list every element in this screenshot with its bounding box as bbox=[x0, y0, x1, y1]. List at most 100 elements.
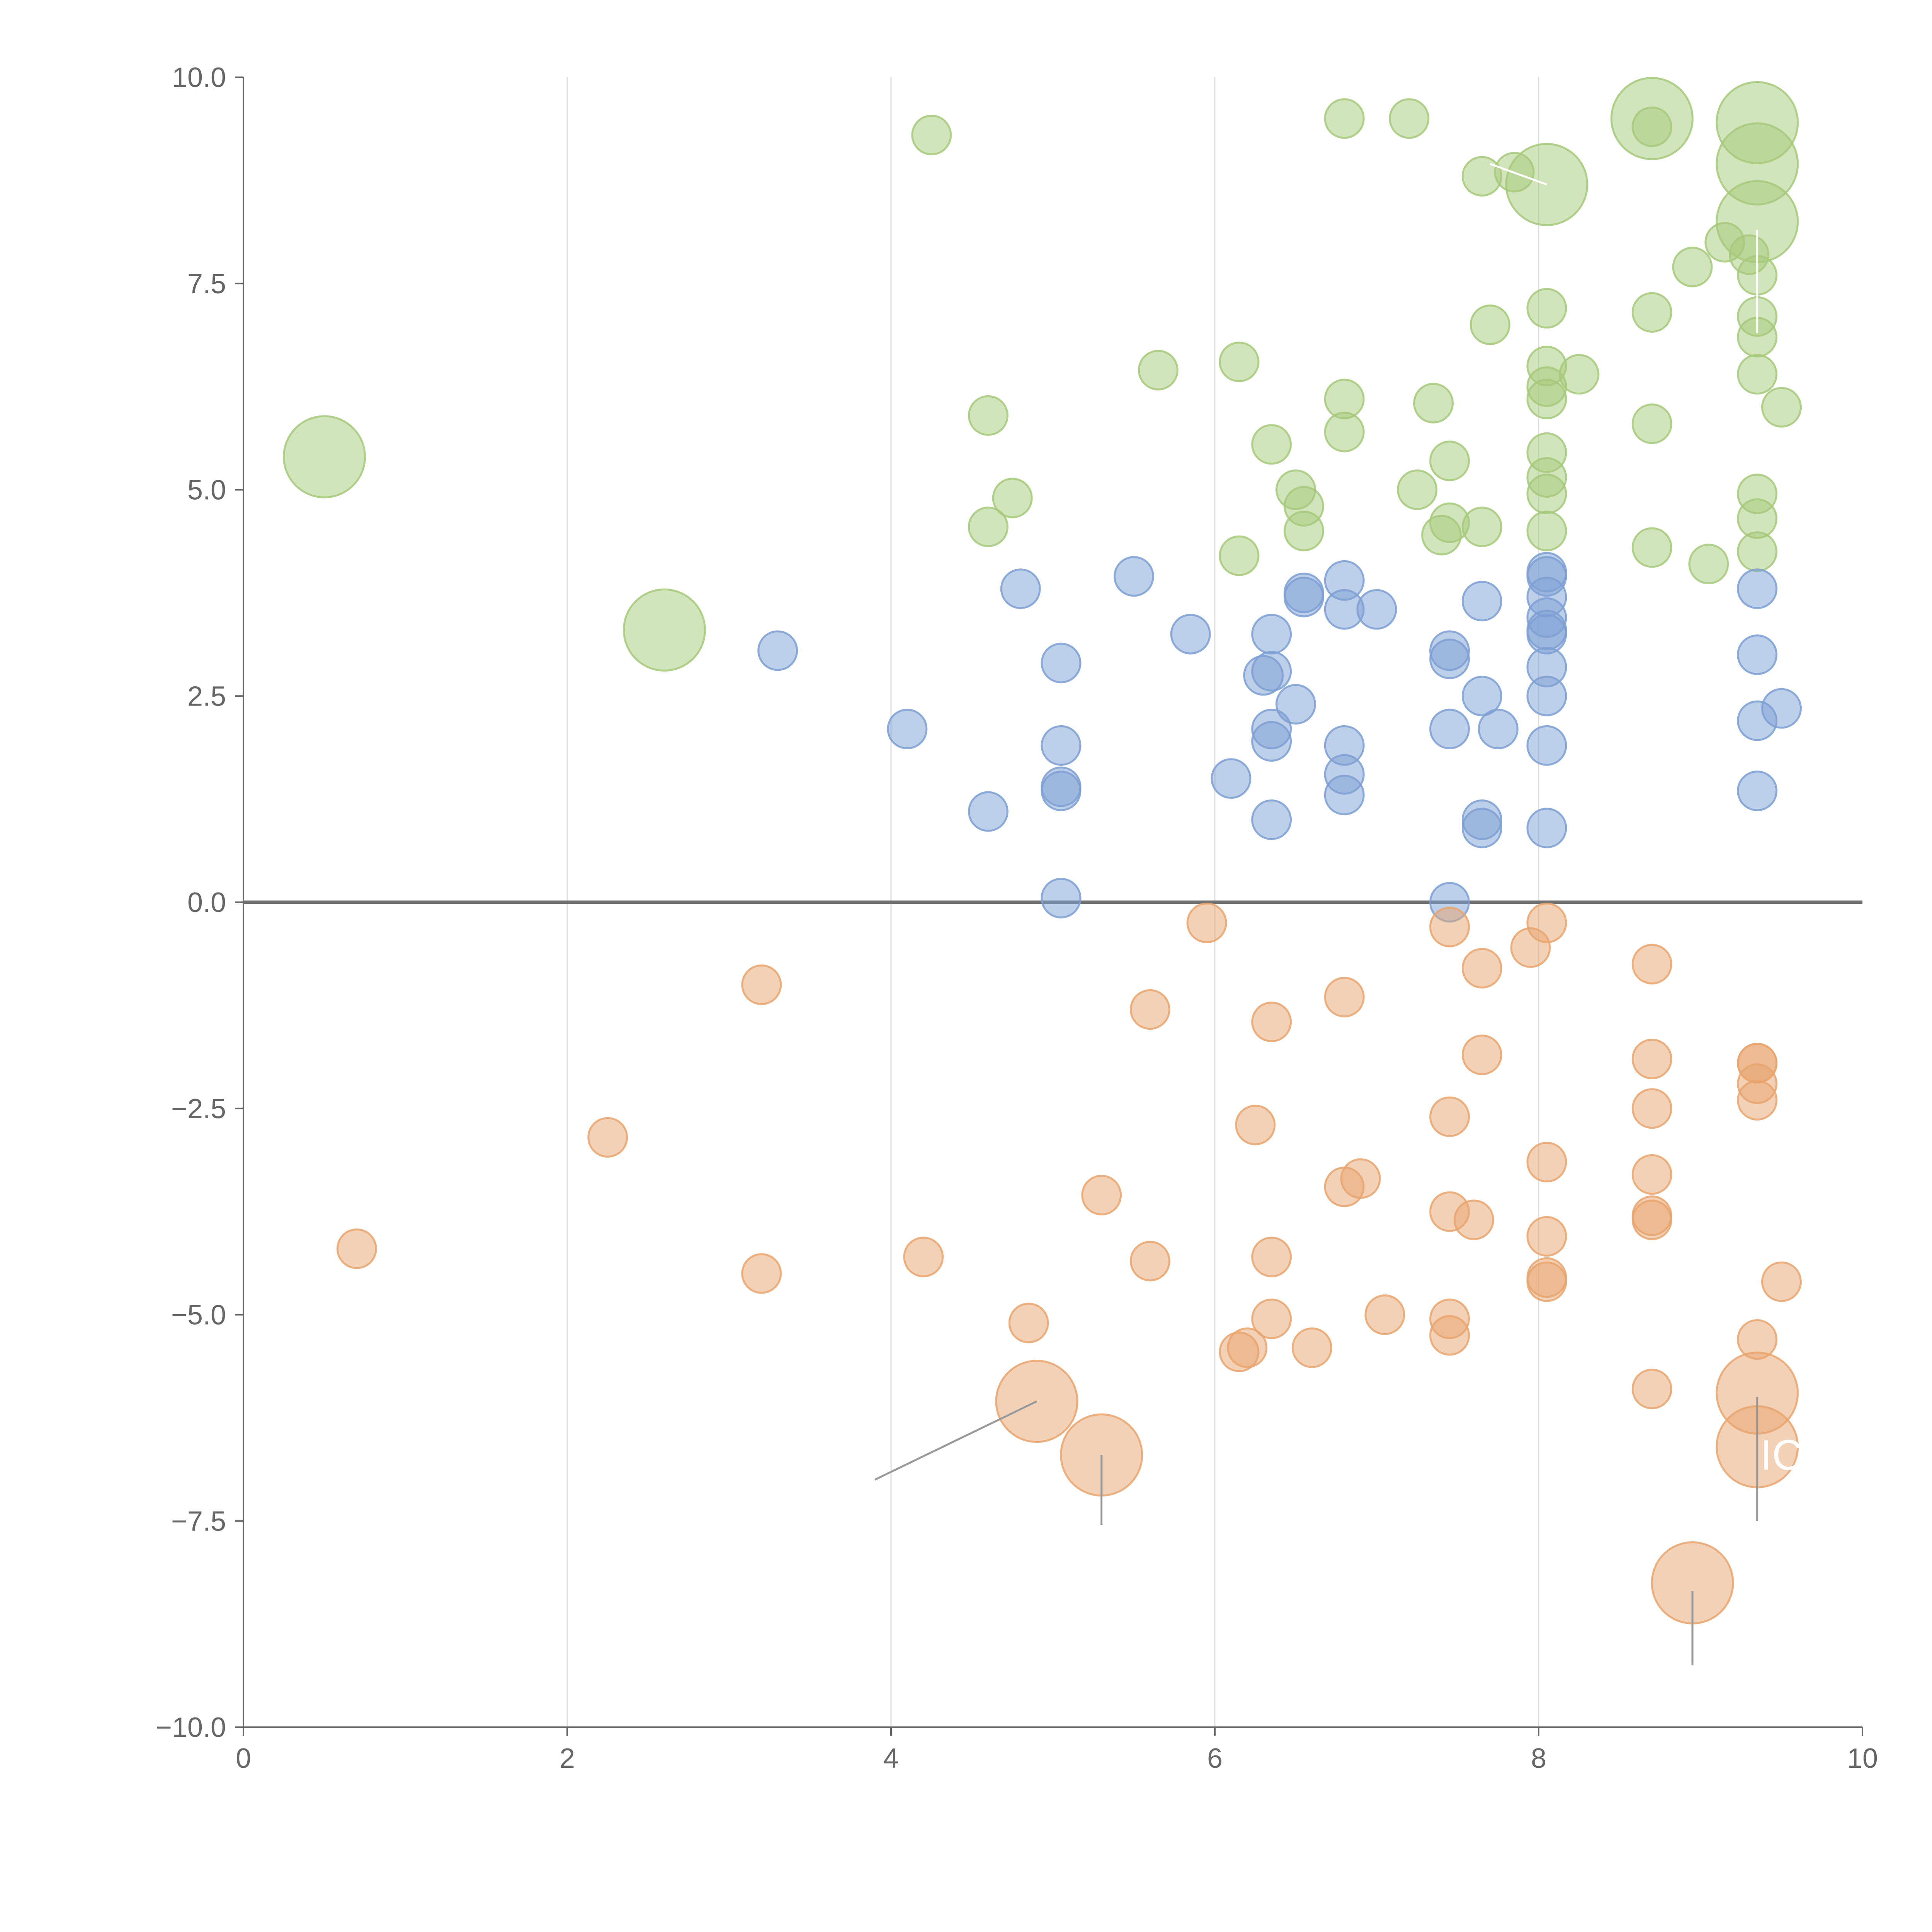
x-tick-label: 2 bbox=[560, 1743, 575, 1774]
x-tick-label: 0 bbox=[236, 1743, 251, 1774]
green-point bbox=[1505, 143, 1588, 226]
green-point bbox=[1324, 412, 1365, 452]
blue-point bbox=[1041, 725, 1082, 766]
orange-point bbox=[1340, 1158, 1381, 1199]
orange-point bbox=[1251, 1002, 1292, 1043]
green-point bbox=[1688, 544, 1729, 585]
orange-point bbox=[1461, 948, 1502, 989]
annotation-label: IC bbox=[1760, 1431, 1803, 1479]
green-point bbox=[1389, 98, 1430, 139]
orange-point bbox=[1631, 1369, 1672, 1410]
green-point bbox=[1526, 379, 1567, 420]
green-point bbox=[968, 395, 1009, 436]
blue-point bbox=[1429, 638, 1470, 679]
orange-point bbox=[1631, 944, 1672, 985]
orange-point bbox=[1364, 1294, 1405, 1335]
orange-point bbox=[587, 1117, 628, 1158]
green-point bbox=[1283, 510, 1324, 551]
blue-point bbox=[1737, 568, 1778, 609]
blue-point bbox=[757, 630, 798, 671]
green-point bbox=[1631, 292, 1672, 333]
green-point bbox=[968, 507, 1009, 548]
y-tick-label: −2.5 bbox=[171, 1094, 226, 1124]
blue-point bbox=[1324, 774, 1365, 815]
orange-point bbox=[1235, 1104, 1276, 1145]
orange-point bbox=[1526, 902, 1567, 943]
blue-point bbox=[887, 709, 928, 750]
y-tick-label: 10.0 bbox=[172, 62, 226, 93]
y-tick-label: −10.0 bbox=[156, 1712, 226, 1743]
orange-point bbox=[1129, 989, 1170, 1030]
orange-point bbox=[1737, 1080, 1778, 1121]
blue-point bbox=[1000, 568, 1041, 609]
green-point bbox=[622, 588, 706, 672]
orange-point bbox=[1186, 902, 1227, 943]
orange-point bbox=[1453, 1199, 1494, 1240]
y-tick-label: 0.0 bbox=[187, 887, 226, 918]
x-tick-label: 6 bbox=[1207, 1743, 1223, 1774]
green-point bbox=[1526, 288, 1567, 329]
annotation-leaders bbox=[874, 163, 1759, 1665]
leader-line bbox=[874, 1400, 1037, 1481]
green-point bbox=[1413, 383, 1454, 423]
orange-point bbox=[903, 1236, 944, 1277]
orange-point bbox=[1429, 906, 1470, 947]
orange-point bbox=[1526, 1261, 1567, 1302]
blue-point bbox=[1526, 675, 1567, 716]
green-point bbox=[1761, 387, 1802, 428]
orange-point bbox=[1129, 1241, 1170, 1282]
x-tick-label: 10 bbox=[1847, 1743, 1878, 1774]
blue-point bbox=[1041, 770, 1082, 811]
blue-point bbox=[1114, 556, 1154, 597]
green-point bbox=[1219, 535, 1260, 576]
orange-point bbox=[1008, 1303, 1049, 1344]
green-point bbox=[1526, 510, 1567, 551]
axes: 0 2 4 6 8 10 10.0 7.5 5.0 2.5 0.0 −2.5 −5.0 −7.5 −10.0 bbox=[156, 62, 1878, 1774]
green-point bbox=[1324, 98, 1365, 139]
orange-point bbox=[1631, 1154, 1672, 1195]
blue-point bbox=[1478, 709, 1519, 750]
orange-point bbox=[1291, 1327, 1332, 1368]
green-point bbox=[1219, 342, 1260, 383]
blue-point bbox=[1356, 589, 1397, 630]
orange-point bbox=[1761, 1261, 1802, 1302]
orange-point bbox=[1631, 1039, 1672, 1080]
green-point bbox=[992, 478, 1033, 519]
y-tick-label: 7.5 bbox=[187, 269, 226, 299]
blue-point bbox=[1737, 770, 1778, 811]
orange-point bbox=[1631, 1088, 1672, 1129]
orange-point bbox=[1429, 1096, 1470, 1137]
blue-point bbox=[1251, 614, 1292, 655]
green-point bbox=[1631, 527, 1672, 568]
green-point bbox=[1138, 350, 1179, 391]
orange-point bbox=[1631, 1199, 1672, 1240]
y-tick-label: −5.0 bbox=[171, 1300, 226, 1331]
orange-point bbox=[336, 1228, 377, 1269]
green-point bbox=[1737, 354, 1778, 395]
blue-point bbox=[1276, 684, 1316, 725]
green-point bbox=[1672, 247, 1713, 287]
blue-point bbox=[1170, 614, 1211, 655]
orange-point bbox=[1461, 1034, 1502, 1075]
blue-point bbox=[1761, 688, 1802, 729]
green-point bbox=[1469, 304, 1510, 345]
blue-point bbox=[1041, 643, 1082, 684]
blue-point bbox=[1211, 758, 1252, 799]
x-tick-label: 4 bbox=[883, 1743, 899, 1774]
blue-point bbox=[1461, 581, 1502, 622]
blue-point bbox=[1526, 725, 1567, 766]
orange-point bbox=[741, 964, 782, 1005]
leader-line bbox=[1490, 163, 1547, 185]
green-point bbox=[1429, 440, 1470, 481]
orange-point bbox=[1429, 1315, 1470, 1356]
orange-point bbox=[1227, 1327, 1268, 1368]
orange-point bbox=[1526, 1142, 1567, 1183]
blue-point bbox=[1737, 634, 1778, 675]
orange-point bbox=[1251, 1298, 1292, 1339]
blue-point bbox=[1251, 651, 1292, 692]
orange-point bbox=[1251, 1236, 1292, 1277]
blue-point bbox=[1461, 808, 1502, 849]
green-point bbox=[1461, 507, 1502, 548]
orange-point bbox=[1324, 977, 1365, 1018]
